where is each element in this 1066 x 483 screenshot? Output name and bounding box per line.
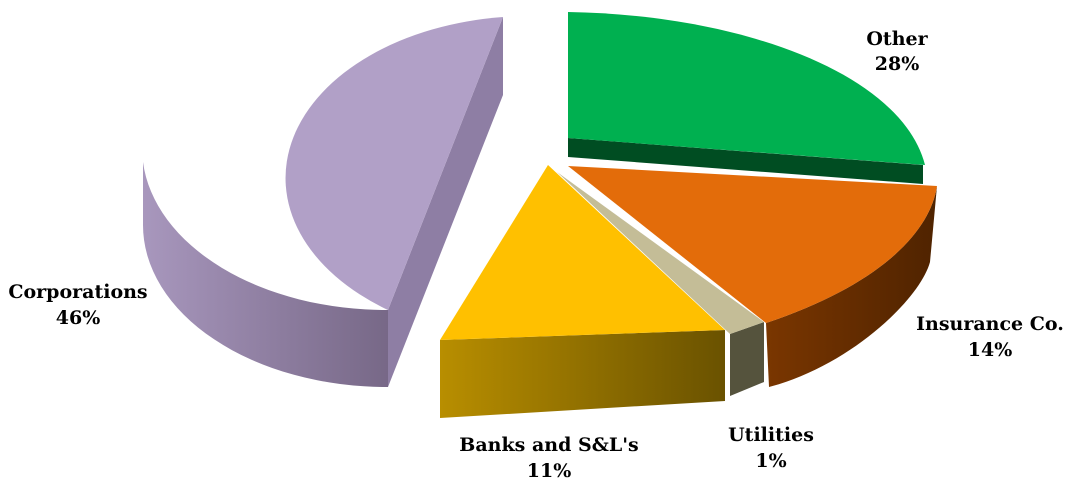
label-corporations-value: 46% <box>56 307 101 329</box>
slice-banks-top <box>440 165 725 340</box>
label-utilities-name: Utilities <box>728 424 814 446</box>
slice-other-side <box>568 138 923 184</box>
label-banks-name: Banks and S&L's <box>459 434 638 456</box>
label-other-name: Other <box>866 28 928 50</box>
slice-labels: Other 28% Insurance Co. 14% Utilities 1%… <box>8 28 1063 482</box>
slice-utilities-top <box>557 172 764 334</box>
label-insurance-value: 14% <box>968 339 1013 361</box>
label-other-value: 28% <box>875 53 920 75</box>
slice-other <box>568 12 925 184</box>
slice-utilities-side <box>730 322 764 396</box>
label-utilities-value: 1% <box>755 450 786 472</box>
slice-corporations <box>142 17 503 388</box>
label-banks-value: 11% <box>527 460 572 482</box>
slice-corporations-side <box>142 162 388 388</box>
slice-corporations-wall <box>388 17 503 387</box>
slice-other-top <box>568 12 925 165</box>
slice-utilities <box>557 172 764 396</box>
slice-insurance <box>568 166 937 387</box>
slice-banks <box>440 165 725 418</box>
label-corporations-name: Corporations <box>8 281 147 303</box>
slice-insurance-side <box>766 186 937 387</box>
slice-corporations-top <box>285 17 503 310</box>
label-insurance-name: Insurance Co. <box>916 313 1064 335</box>
slice-insurance-top <box>568 166 937 323</box>
slice-banks-side <box>440 330 725 418</box>
